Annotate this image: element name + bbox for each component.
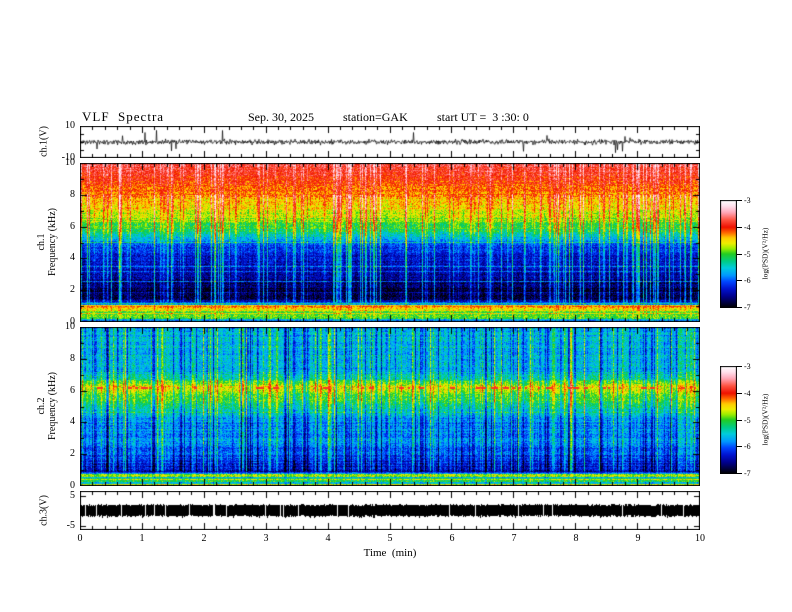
x-tick-label: 6 <box>449 533 455 544</box>
x-tick-label: 10 <box>695 533 705 544</box>
ch2-spec-axis-title-line1: ch.2 <box>36 397 47 415</box>
ch1-wave-ytick: -10 <box>61 152 75 163</box>
colorbar-ch1-title: log(PSD)(V²/Hz) <box>760 227 770 280</box>
colorbar-tick <box>737 280 742 282</box>
ch3-wave-ytick: 5 <box>70 489 75 501</box>
colorbar-tick-label: -5 <box>744 415 751 425</box>
colorbar-tick <box>737 307 742 308</box>
spec1-ytick: 10 <box>65 157 75 168</box>
colorbar-tick-label: -3 <box>744 362 751 371</box>
colorbar-tick-label: -7 <box>744 469 751 478</box>
ch3-waveform-canvas <box>80 491 700 530</box>
x-tick-label: 4 <box>325 533 331 544</box>
colorbar-ch2 <box>720 366 737 474</box>
colorbar-tick <box>737 226 742 228</box>
start-ut-label: start UT = 3 :30: 0 <box>437 110 529 124</box>
spec2-ytick: 2 <box>70 448 75 460</box>
colorbar-tick <box>737 392 742 394</box>
x-tick-label: 9 <box>635 533 641 544</box>
spec1-ytick: 6 <box>70 220 75 232</box>
ch1-waveform-canvas <box>80 126 700 158</box>
ch2-spec-axis-title-line2: Frequency (kHz) <box>47 371 58 441</box>
colorbar-tick-label: -6 <box>744 442 751 452</box>
spec2-ytick: 8 <box>70 352 75 364</box>
colorbar-ch1 <box>720 200 737 308</box>
x-tick-label: 1 <box>139 533 145 544</box>
spec2-ytick: 6 <box>70 384 75 396</box>
ch1-spec-axis-title-line2: Frequency (kHz) <box>47 207 58 277</box>
x-tick-label: 0 <box>77 533 83 544</box>
spec2-ytick: 0 <box>70 480 75 491</box>
colorbar-tick-label: -3 <box>744 196 751 205</box>
ch1-spec-axis-title: ch.1 Frequency (kHz) <box>36 187 58 297</box>
spec1-ytick: 8 <box>70 188 75 200</box>
ch1-wave-ytick: 10 <box>65 120 75 131</box>
x-tick-label: 2 <box>201 533 207 544</box>
colorbar-tick-label: -5 <box>744 249 751 259</box>
ch3-wave-ytick: -5 <box>66 519 75 531</box>
x-tick-label: 5 <box>387 533 393 544</box>
x-tick-label: 8 <box>573 533 579 544</box>
spec1-ytick: 2 <box>70 284 75 296</box>
colorbar-tick <box>737 473 742 474</box>
colorbar-tick <box>737 446 742 448</box>
station-label: station=GAK <box>343 110 408 124</box>
colorbar-tick <box>737 419 742 421</box>
colorbar-tick <box>737 253 742 255</box>
colorbar-tick <box>737 200 742 201</box>
colorbar-tick-label: -6 <box>744 276 751 286</box>
x-tick-label: 3 <box>263 533 269 544</box>
colorbar-tick-label: -4 <box>744 388 751 398</box>
ch1-spec-axis-title-line1: ch.1 <box>36 233 47 251</box>
colorbar-tick-label: -4 <box>744 222 751 232</box>
colorbar-tick-label: -7 <box>744 303 751 312</box>
x-tick-label: 7 <box>511 533 517 544</box>
figure-title: VLF Spectra <box>82 109 165 124</box>
spec1-ytick: 4 <box>70 252 75 264</box>
spec1-ytick: 0 <box>70 316 75 327</box>
ch1-spectrogram-canvas <box>80 163 700 322</box>
ch2-spec-axis-title: ch.2 Frequency (kHz) <box>36 351 58 461</box>
spec2-ytick: 10 <box>65 321 75 332</box>
ch2-spectrogram-canvas <box>80 327 700 486</box>
colorbar-ch2-title: log(PSD)(V²/Hz) <box>760 393 770 446</box>
spec2-ytick: 4 <box>70 416 75 428</box>
colorbar-tick <box>737 366 742 367</box>
x-axis-title: Time (min) <box>363 547 417 559</box>
date-label: Sep. 30, 2025 <box>248 110 314 124</box>
